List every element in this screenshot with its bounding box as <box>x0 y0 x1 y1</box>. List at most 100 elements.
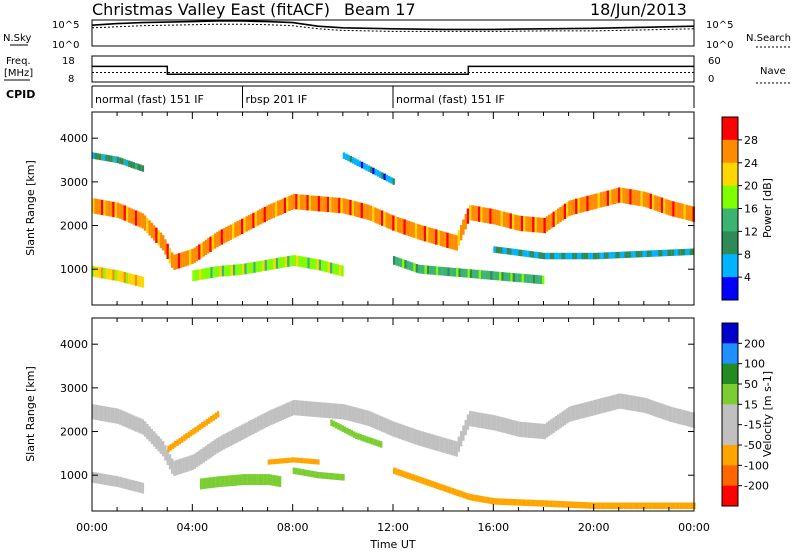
echo-cell <box>171 252 174 268</box>
echo-cell <box>510 272 513 282</box>
echo-cell <box>153 225 156 241</box>
echo-cell <box>296 255 299 267</box>
echo-cell <box>105 474 108 486</box>
echo-cell <box>315 471 318 478</box>
echo-cell <box>116 270 120 282</box>
echo-cell <box>269 259 272 270</box>
echo-cell <box>557 500 561 508</box>
echo-cell <box>683 204 686 220</box>
echo-cell <box>672 502 676 509</box>
echo-cell <box>274 458 277 465</box>
echo-cell <box>604 191 607 207</box>
echo-cell <box>476 495 479 502</box>
echo-cell <box>134 210 138 226</box>
echo-cell <box>399 423 402 440</box>
echo-cell <box>229 430 233 446</box>
echo-cell <box>199 269 202 280</box>
echo-cell <box>478 206 481 222</box>
echo-cell <box>304 194 307 211</box>
echo-cell <box>589 502 592 509</box>
echo-cell <box>293 255 297 267</box>
echo-cell <box>119 409 122 425</box>
echo-cell <box>514 273 518 282</box>
echo-cell <box>339 264 342 276</box>
echo-cell <box>627 188 630 205</box>
echo-cell <box>469 204 472 221</box>
echo-cell <box>254 417 257 433</box>
echo-cell <box>663 404 666 420</box>
echo-cell <box>251 474 255 485</box>
echo-cell <box>412 222 415 238</box>
echo-cell <box>597 192 601 209</box>
echo-cell <box>399 217 402 234</box>
echo-cell <box>268 410 271 426</box>
echo-cell <box>270 409 273 425</box>
echo-cell <box>690 412 693 428</box>
echo-cell <box>509 419 512 435</box>
echo-cell <box>223 265 227 277</box>
echo-cell <box>636 396 639 412</box>
echo-cell <box>660 249 663 257</box>
echo-cell <box>303 458 307 464</box>
echo-cell <box>545 252 548 260</box>
echo-cell <box>367 165 371 172</box>
echo-cell <box>252 212 255 229</box>
colorbar-segment <box>722 231 738 255</box>
echo-cell <box>218 436 221 452</box>
echo-cell <box>588 195 591 211</box>
echo-cell <box>278 257 281 269</box>
y-tick-label: 1000 <box>60 469 88 482</box>
echo-cell <box>277 200 280 216</box>
echo-cell <box>132 415 135 431</box>
echo-cell <box>508 272 511 282</box>
echo-cell <box>303 256 306 268</box>
echo-cell <box>189 455 192 471</box>
echo-cell <box>496 209 499 226</box>
echo-cell <box>290 194 294 210</box>
echo-cell <box>606 190 610 206</box>
echo-cell <box>556 252 559 260</box>
echo-cell <box>658 402 661 419</box>
echo-cell <box>192 428 195 435</box>
echo-cell <box>308 401 312 417</box>
echo-cell <box>373 438 376 446</box>
echo-cell <box>390 420 393 436</box>
nave-tick-top: 60 <box>708 56 721 67</box>
echo-cell <box>155 433 158 449</box>
echo-cell <box>378 209 382 225</box>
echo-cell <box>121 204 124 220</box>
echo-cell <box>458 490 461 497</box>
echo-cell <box>258 474 261 485</box>
echo-cell <box>105 268 108 280</box>
echo-cell <box>575 501 579 509</box>
echo-cell <box>535 499 538 507</box>
echo-cell <box>366 436 369 443</box>
echo-cell <box>123 272 126 283</box>
echo-cell <box>405 220 409 236</box>
echo-cell <box>428 433 431 449</box>
echo-cell <box>214 412 218 420</box>
echo-cell <box>325 261 328 273</box>
echo-cell <box>408 261 412 271</box>
echo-cell <box>517 273 520 283</box>
echo-cell <box>444 485 448 493</box>
echo-cell <box>323 260 326 272</box>
echo-cell <box>406 260 409 270</box>
echo-cell <box>516 421 519 437</box>
echo-cell <box>541 423 544 439</box>
echo-cell <box>624 251 627 258</box>
echo-cell <box>362 409 366 425</box>
echo-cell <box>397 469 400 476</box>
echo-cell <box>685 204 689 221</box>
echo-cell <box>432 228 436 244</box>
echo-cell <box>110 475 113 486</box>
echo-cell <box>313 195 316 211</box>
echo-cell <box>645 398 648 414</box>
echo-cell <box>442 267 446 276</box>
echo-cell <box>234 428 237 444</box>
echo-cell <box>177 459 181 475</box>
echo-cell <box>502 211 506 227</box>
echo-cell <box>139 164 142 171</box>
freq-tick-bottom: 8 <box>68 74 74 85</box>
echo-cell <box>374 413 377 429</box>
